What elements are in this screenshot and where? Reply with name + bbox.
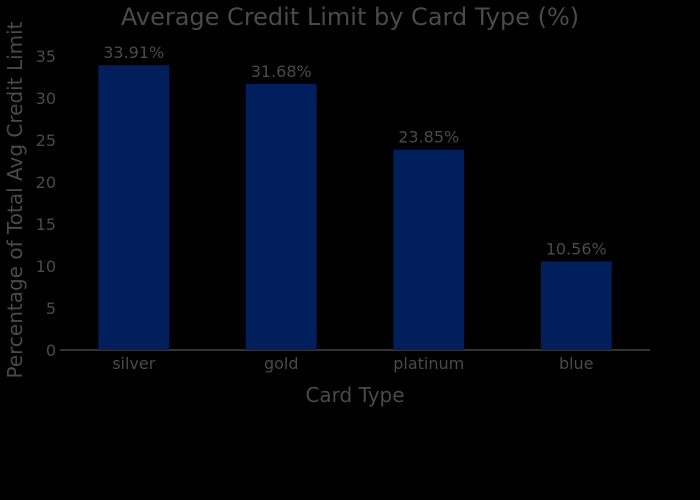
- x-tick-label-platinum: platinum: [393, 354, 464, 373]
- y-axis-ticks: 0 5 10 15 20 25 30 35: [36, 47, 56, 360]
- bar-gold: [245, 83, 317, 350]
- bar-blue: [540, 261, 612, 350]
- y-tick-label: 10: [36, 257, 56, 276]
- bar-platinum: [393, 149, 465, 350]
- y-axis-title: Percentage of Total Avg Credit Limit: [3, 21, 27, 378]
- y-tick-label: 20: [36, 173, 56, 192]
- data-label-silver: 33.91%: [103, 43, 164, 62]
- x-axis-title: Card Type: [305, 383, 404, 407]
- y-tick-label: 35: [36, 47, 56, 66]
- chart-title: Average Credit Limit by Card Type (%): [121, 3, 579, 31]
- y-tick-label: 30: [36, 89, 56, 108]
- data-label-platinum: 23.85%: [398, 128, 459, 147]
- bar-silver: [98, 65, 170, 350]
- data-labels: 33.91% 31.68% 23.85% 10.56%: [103, 43, 607, 258]
- data-label-gold: 31.68%: [251, 62, 312, 81]
- y-tick-label: 15: [36, 215, 56, 234]
- y-tick-label: 25: [36, 131, 56, 150]
- x-tick-label-blue: blue: [559, 354, 594, 373]
- x-tick-label-gold: gold: [264, 354, 299, 373]
- bars: [98, 65, 612, 350]
- data-label-blue: 10.56%: [546, 239, 607, 258]
- y-tick-label: 5: [46, 299, 56, 318]
- y-tick-label: 0: [46, 341, 56, 360]
- x-tick-label-silver: silver: [112, 354, 156, 373]
- x-axis-ticks: silver gold platinum blue: [112, 354, 593, 373]
